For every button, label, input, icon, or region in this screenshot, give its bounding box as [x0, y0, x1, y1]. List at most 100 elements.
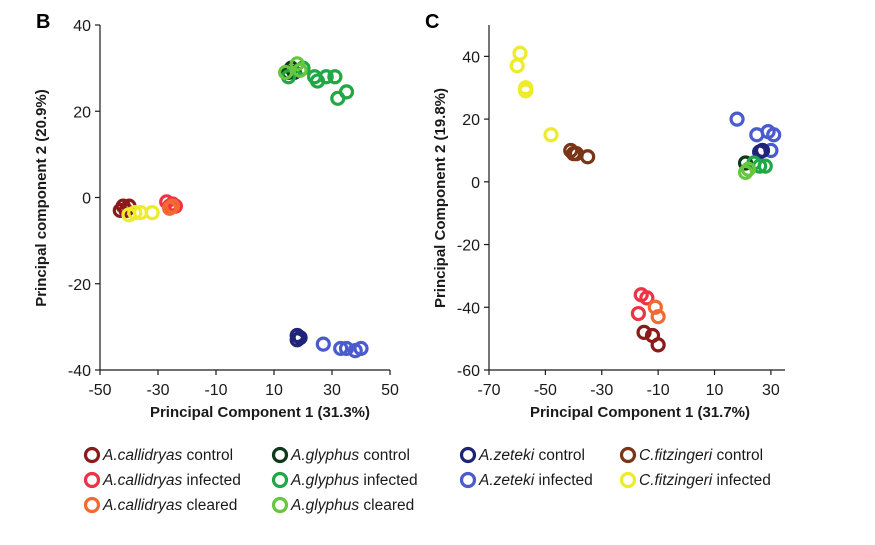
legend-marker	[271, 496, 289, 514]
scatter-point-az-infected	[338, 340, 355, 357]
y-tick-label: 0	[82, 191, 91, 208]
legend-status: infected	[534, 472, 593, 489]
x-tick-label: 10	[706, 382, 724, 399]
legend-marker	[619, 446, 637, 464]
scatter-point-ac-infected	[630, 305, 647, 322]
x-tick-label: 30	[323, 382, 341, 399]
scatter-point-ac-cleared	[650, 309, 666, 325]
legend-species: A.zeteki	[478, 447, 535, 464]
y-tick-label: 40	[462, 49, 480, 66]
legend-label: A.zeteki infected	[478, 472, 593, 489]
scatter-point-ag-infected	[327, 69, 343, 85]
x-tick-label: -50	[88, 382, 111, 399]
legend-label: A.callidryas infected	[102, 472, 241, 489]
legend-species: A.zeteki	[478, 472, 535, 489]
y-tick-label: 40	[73, 18, 91, 35]
legend-item-ag-cleared: A.glyphus cleared	[271, 496, 414, 514]
legend-item-az-infected: A.zeteki infected	[459, 471, 593, 489]
x-tick-label: 30	[762, 382, 780, 399]
scatter-point-ag-infected	[757, 158, 773, 174]
legend-item-ag-control: A.glyphus control	[271, 446, 410, 464]
legend-label: A.glyphus control	[290, 447, 410, 464]
legend-item-ac-control: A.callidryas control	[83, 446, 233, 464]
legend-status: control	[712, 447, 763, 464]
legend-status: control	[534, 447, 585, 464]
scatter-point-ag-cleared	[292, 62, 308, 78]
x-tick-label: 10	[265, 382, 283, 399]
x-axis-title-b: Principal Component 1 (31.3%)	[150, 404, 370, 421]
legend-marker	[271, 446, 289, 464]
legend-species: C.fitzingeri	[639, 472, 713, 489]
x-axis-title-c: Principal Component 1 (31.7%)	[530, 404, 750, 421]
legend-status: cleared	[182, 497, 237, 514]
scatter-point-cf-infected	[512, 45, 528, 61]
scatter-point-az-control	[292, 330, 308, 346]
scatter-point-az-infected	[333, 340, 349, 357]
legend-label: C.fitzingeri infected	[639, 472, 771, 489]
legend-marker	[459, 471, 477, 489]
scatter-point-cf-infected	[543, 127, 559, 143]
legend-species: C.fitzingeri	[639, 447, 713, 464]
legend-species: A.callidryas	[102, 497, 182, 514]
scatter-point-cf-infected	[127, 204, 143, 221]
chart-panel-c: -70 -50 -30 -10 10 30 40 20 0 -20 -40 -60 Principal …	[432, 25, 785, 421]
scatter-point-ac-cleared	[164, 198, 181, 214]
legend-species: A.glyphus	[290, 497, 359, 514]
legend-label: A.glyphus infected	[290, 472, 418, 489]
y-tick-label: 0	[471, 175, 480, 192]
scatter-point-ag-infected	[318, 69, 334, 85]
y-tick-label: -40	[457, 300, 480, 317]
y-tick-label: 20	[73, 104, 91, 121]
scatter-point-az-infected	[315, 336, 331, 352]
x-tick-label: -10	[204, 382, 227, 399]
scatter-point-cf-infected	[518, 83, 534, 99]
panel-letter-c: C	[425, 11, 439, 33]
legend-label: A.zeteki control	[478, 447, 585, 464]
y-axis-title-b: Principal component 2 (20.9%)	[33, 89, 50, 307]
scatter-point-ag-cleared	[737, 164, 754, 181]
legend-item-ac-infected: A.callidryas infected	[83, 471, 241, 489]
y-axis-title-c: Principal Component 2 (19.8%)	[432, 88, 449, 308]
y-tick-label: -20	[457, 238, 480, 255]
legend-marker	[83, 471, 101, 489]
x-tick-label: -30	[590, 382, 613, 399]
x-tick-label: -50	[534, 382, 557, 399]
legend-status: infected	[182, 472, 241, 489]
legend-marker	[271, 471, 289, 489]
y-tick-label: -20	[68, 277, 91, 294]
legend-marker	[459, 446, 477, 464]
legend-status: control	[182, 447, 233, 464]
legend-marker	[619, 471, 637, 489]
scatter-point-az-infected	[729, 111, 745, 127]
legend-species: A.glyphus	[290, 447, 359, 464]
scatter-point-ac-control	[650, 337, 666, 353]
legend-status: cleared	[359, 497, 414, 514]
legend-label: A.glyphus cleared	[290, 497, 414, 514]
x-tick-label: 50	[381, 382, 399, 399]
x-tick-label: -70	[477, 382, 500, 399]
legend-species: A.callidryas	[102, 472, 182, 489]
y-tick-label: -40	[68, 363, 91, 380]
legend-species: A.callidryas	[102, 447, 182, 464]
legend-species: A.glyphus	[290, 472, 359, 489]
scatter-point-ag-infected	[338, 84, 355, 100]
scatter-point-ac-control	[636, 324, 652, 340]
legend-status: control	[359, 447, 410, 464]
legend-status: infected	[359, 472, 418, 489]
y-tick-label: 20	[462, 112, 480, 129]
x-tick-label: -30	[146, 382, 169, 399]
legend-label: A.callidryas control	[102, 447, 233, 464]
scatter-point-cf-control	[580, 149, 596, 165]
x-tick-label: -10	[647, 382, 670, 399]
panel-letter-b: B	[36, 11, 50, 33]
legend-item-cf-infected: C.fitzingeri infected	[619, 471, 771, 489]
legend-label: C.fitzingeri control	[639, 447, 763, 464]
scatter-point-ac-infected	[639, 290, 655, 306]
scatter-point-cf-infected	[509, 58, 525, 74]
legend-item-ac-cleared: A.callidryas cleared	[83, 496, 237, 514]
legend-label: A.callidryas cleared	[102, 497, 237, 514]
scatter-point-az-infected	[353, 340, 369, 357]
legend-item-az-control: A.zeteki control	[459, 446, 585, 464]
